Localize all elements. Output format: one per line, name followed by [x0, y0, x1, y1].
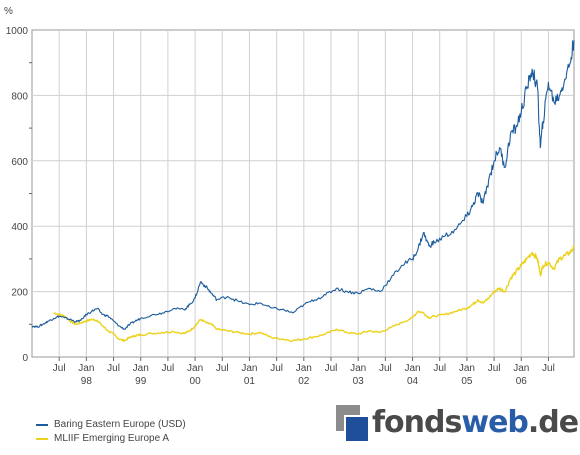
chart-grid	[31, 29, 575, 358]
x-tick-year: 98	[81, 376, 93, 387]
legend-swatch-baring	[36, 424, 48, 426]
x-tick-month: Jan	[513, 363, 529, 374]
x-axis: Jul Jan 98 Jul Jan 99 Jul Jan 00 Jul Jan 01 Jul Jan 02…	[53, 357, 555, 387]
x-tick-month: Jul	[270, 363, 283, 374]
x-tick-month: Jul	[433, 363, 446, 374]
x-tick-month: Jan	[296, 363, 312, 374]
logo-mark-icon	[336, 405, 368, 441]
y-tick-label: 1000	[6, 26, 29, 37]
x-tick-month: Jan	[187, 363, 203, 374]
y-tick-label: 400	[11, 222, 28, 233]
x-tick-month: Jul	[325, 363, 338, 374]
x-tick-month: Jul	[542, 363, 555, 374]
logo-text: fonds web .de	[372, 404, 579, 440]
legend: Baring Eastern Europe (USD) MLIIF Emergi…	[36, 418, 186, 446]
x-tick-year: 04	[407, 376, 419, 387]
x-tick-year: 01	[244, 376, 256, 387]
x-tick-month: Jan	[404, 363, 420, 374]
x-tick-month: Jul	[488, 363, 501, 374]
x-tick-month: Jul	[53, 363, 66, 374]
y-tick-label: 200	[11, 288, 28, 299]
x-tick-month: Jul	[107, 363, 120, 374]
y-axis: 0 200 400 600 800 1000%	[4, 6, 32, 364]
x-tick-month: Jan	[459, 363, 475, 374]
x-tick-month: Jul	[162, 363, 175, 374]
x-tick-year: 00	[190, 376, 202, 387]
chart-series	[31, 39, 575, 343]
legend-item-mliif: MLIIF Emerging Europe A	[36, 432, 186, 446]
y-unit-label: %	[4, 6, 13, 17]
x-tick-month: Jul	[379, 363, 392, 374]
legend-swatch-mliif	[36, 438, 48, 440]
x-tick-year: 99	[135, 376, 147, 387]
y-tick-label: 600	[11, 157, 28, 168]
x-tick-month: Jan	[350, 363, 366, 374]
x-tick-month: Jan	[241, 363, 257, 374]
legend-item-baring: Baring Eastern Europe (USD)	[36, 418, 186, 432]
fondsweb-logo: fonds web .de	[336, 402, 579, 442]
x-tick-year: 06	[516, 376, 528, 387]
legend-label-mliif: MLIIF Emerging Europe A	[54, 433, 170, 444]
series-line-baring-eastern-europe-usd-	[31, 39, 575, 330]
y-tick-label: 800	[11, 91, 28, 102]
legend-label-baring: Baring Eastern Europe (USD)	[54, 419, 186, 430]
series-line-mliif-emerging-europe-a	[53, 245, 575, 343]
y-tick-label: 0	[22, 353, 28, 364]
x-tick-month: Jan	[133, 363, 149, 374]
x-tick-year: 03	[353, 376, 365, 387]
x-tick-month: Jan	[78, 363, 94, 374]
x-tick-year: 02	[298, 376, 310, 387]
x-tick-month: Jul	[216, 363, 229, 374]
x-tick-year: 05	[461, 376, 473, 387]
